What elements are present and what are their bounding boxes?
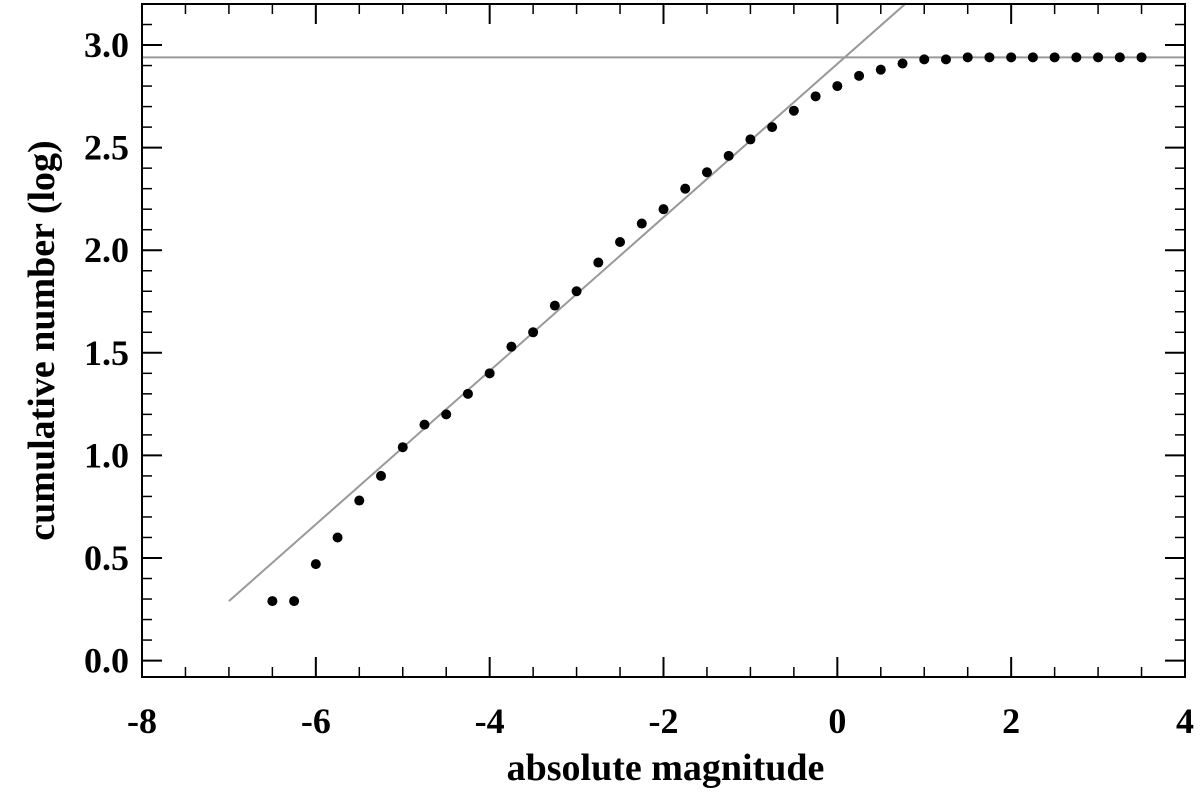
data-point xyxy=(332,532,343,543)
y-tick-label: 0.0 xyxy=(84,641,129,681)
data-point xyxy=(962,52,973,63)
data-point xyxy=(310,559,321,570)
x-tick-label: -2 xyxy=(649,701,679,741)
data-point xyxy=(549,300,560,311)
data-point xyxy=(875,64,886,75)
data-point xyxy=(462,388,473,399)
y-tick-labels: 0.0 0.5 1.0 1.5 2.0 2.5 3.0 xyxy=(84,25,129,681)
data-point xyxy=(897,58,908,69)
data-point xyxy=(1114,52,1125,63)
data-point xyxy=(615,237,626,248)
data-point xyxy=(397,442,408,453)
data-point xyxy=(658,204,669,215)
data-point xyxy=(940,54,951,65)
data-point xyxy=(1006,52,1017,63)
data-point xyxy=(571,286,582,297)
data-point xyxy=(701,167,712,178)
data-points xyxy=(267,52,1147,607)
data-point xyxy=(723,150,734,161)
axis-ticks xyxy=(141,3,1186,677)
data-point xyxy=(1049,52,1060,63)
data-point xyxy=(528,327,539,338)
data-point xyxy=(745,134,756,145)
y-tick-label: 3.0 xyxy=(84,25,129,65)
data-point xyxy=(788,105,799,116)
y-tick-label: 1.5 xyxy=(84,333,129,373)
y-tick-label: 1.0 xyxy=(84,435,129,475)
data-point xyxy=(810,91,821,102)
data-point xyxy=(376,470,387,481)
x-tick-label: 0 xyxy=(828,701,846,741)
data-point xyxy=(984,52,995,63)
data-point xyxy=(1136,52,1147,63)
data-point xyxy=(354,495,365,506)
x-tick-label: 2 xyxy=(1002,701,1020,741)
data-point xyxy=(506,341,517,352)
reference-lines xyxy=(142,3,1185,602)
data-point xyxy=(832,81,843,92)
data-point xyxy=(1027,52,1038,63)
plot-frame xyxy=(141,3,1186,678)
y-tick-label: 2.5 xyxy=(84,128,129,168)
y-tick-label: 0.5 xyxy=(84,538,129,578)
y-tick-label: 2.0 xyxy=(84,230,129,270)
data-point xyxy=(854,70,865,81)
data-point xyxy=(289,596,300,607)
data-point xyxy=(267,596,278,607)
data-point xyxy=(919,54,930,65)
data-point xyxy=(680,183,691,194)
data-point xyxy=(593,257,604,268)
x-tick-label: -8 xyxy=(127,701,157,741)
x-axis-title: absolute magnitude xyxy=(507,747,825,789)
data-point xyxy=(419,419,430,430)
data-point xyxy=(484,368,495,379)
data-point xyxy=(1071,52,1082,63)
x-tick-labels: -8 -6 -4 -2 0 2 4 xyxy=(127,701,1194,741)
data-point xyxy=(636,218,647,229)
data-point xyxy=(441,409,452,420)
x-tick-label: -6 xyxy=(301,701,331,741)
x-tick-label: -4 xyxy=(475,701,505,741)
x-tick-label: 4 xyxy=(1176,701,1194,741)
data-point xyxy=(767,122,778,133)
y-axis-title: cumulative number (log) xyxy=(21,140,63,540)
data-point xyxy=(1093,52,1104,63)
fit-line xyxy=(228,3,906,602)
